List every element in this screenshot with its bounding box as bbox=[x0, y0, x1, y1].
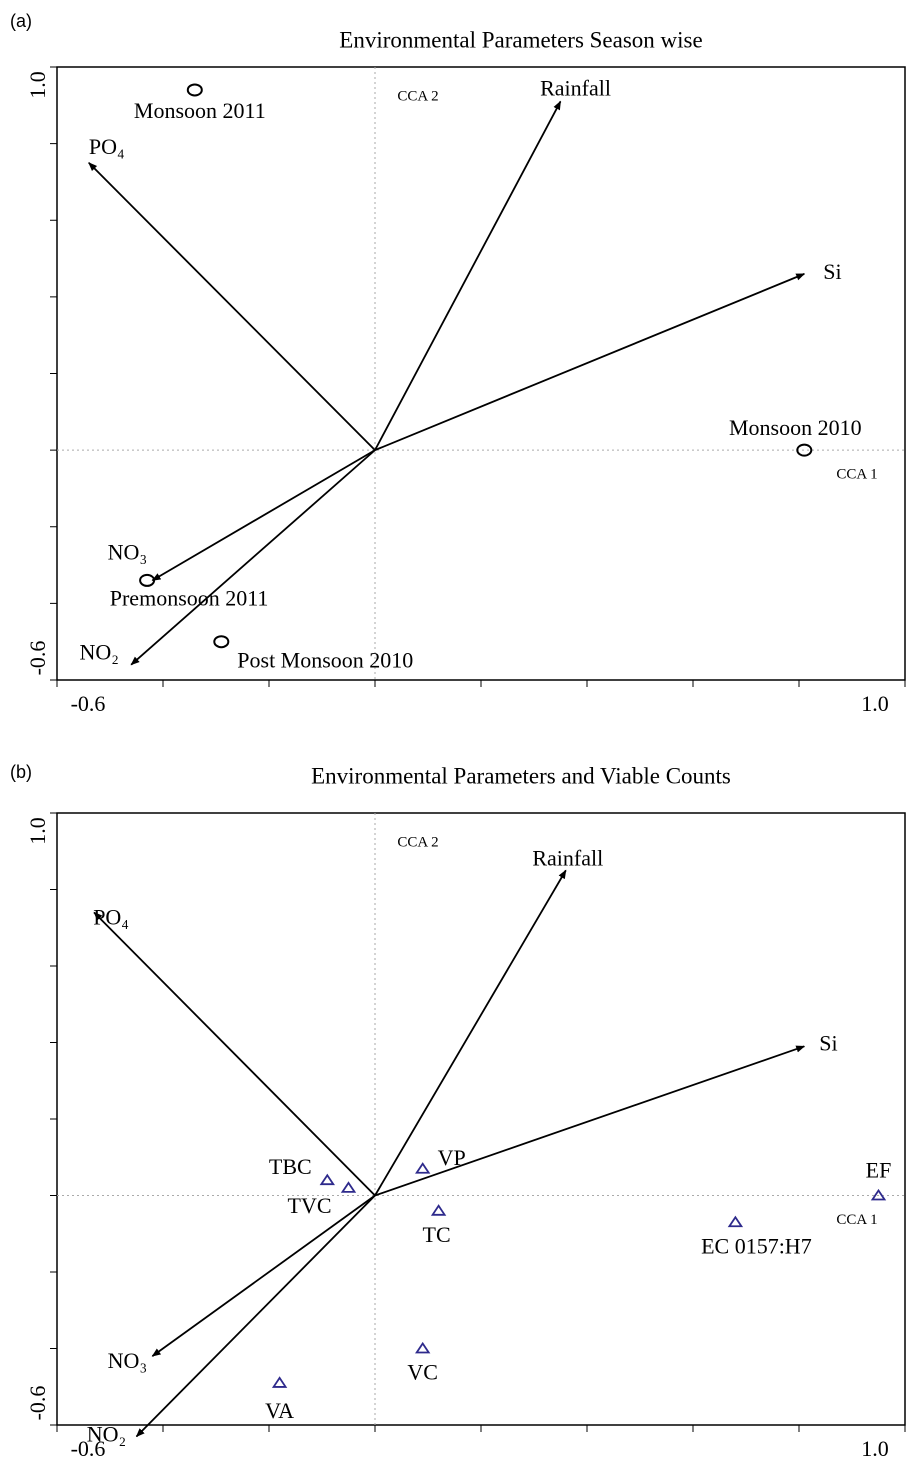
species-point bbox=[319, 1173, 335, 1186]
vector-arrow bbox=[130, 449, 376, 666]
species-point bbox=[415, 1341, 431, 1354]
vector-label: Si bbox=[819, 1030, 837, 1055]
species-point bbox=[430, 1204, 447, 1216]
point-label: Monsoon 2011 bbox=[134, 98, 266, 123]
point-label: Post Monsoon 2010 bbox=[237, 648, 413, 673]
point-label: Premonsoon 2011 bbox=[110, 585, 269, 610]
vector-label: PO₄ bbox=[89, 134, 125, 159]
point-label: VP bbox=[438, 1145, 466, 1170]
vector-label: NO₂ bbox=[79, 640, 118, 665]
y-tick-label: 1.0 bbox=[25, 817, 50, 845]
species-point bbox=[727, 1215, 744, 1228]
point-label: Monsoon 2010 bbox=[729, 415, 862, 440]
vector-arrow bbox=[88, 162, 376, 451]
vector-arrow bbox=[374, 100, 562, 451]
species-point bbox=[415, 1162, 431, 1174]
y-tick-label: 1.0 bbox=[25, 71, 50, 99]
x-axis-label: CCA 1 bbox=[836, 467, 877, 483]
vector-arrow bbox=[374, 273, 806, 451]
x-tick-label: 1.0 bbox=[861, 1436, 889, 1461]
panel-label: (a) bbox=[10, 11, 32, 31]
chart-title: Environmental Parameters Season wise bbox=[339, 27, 702, 52]
x-axis-label: CCA 1 bbox=[836, 1212, 877, 1228]
y-tick-label: -0.6 bbox=[25, 1386, 50, 1421]
point-label: VA bbox=[265, 1398, 294, 1423]
x-tick-label: -0.6 bbox=[71, 1436, 106, 1461]
panel-label: (b) bbox=[10, 762, 32, 782]
vector-label: PO₄ bbox=[93, 904, 129, 929]
point-label: VC bbox=[407, 1360, 438, 1385]
site-point bbox=[213, 635, 230, 649]
point-label: EC 0157:H7 bbox=[701, 1233, 812, 1258]
point-label: TBC bbox=[269, 1154, 312, 1179]
species-point bbox=[340, 1181, 357, 1193]
y-axis-label: CCA 2 bbox=[397, 88, 438, 104]
point-label: TVC bbox=[288, 1193, 332, 1218]
vector-arrow bbox=[151, 1194, 376, 1357]
vector-label: Rainfall bbox=[540, 76, 611, 101]
site-point bbox=[796, 443, 813, 457]
x-tick-label: -0.6 bbox=[71, 691, 106, 716]
species-point bbox=[271, 1376, 288, 1388]
point-label: EF bbox=[866, 1158, 892, 1183]
point-label: TC bbox=[423, 1222, 451, 1247]
chart-title: Environmental Parameters and Viable Coun… bbox=[311, 763, 731, 788]
vector-label: NO₂ bbox=[87, 1422, 126, 1447]
vector-arrow bbox=[93, 911, 376, 1197]
vector-label: NO₃ bbox=[108, 539, 147, 564]
x-tick-label: 1.0 bbox=[861, 691, 889, 716]
vector-arrow bbox=[374, 869, 567, 1196]
y-axis-label: CCA 2 bbox=[397, 834, 438, 850]
species-point bbox=[870, 1188, 887, 1201]
site-point bbox=[186, 83, 203, 97]
y-tick-label: -0.6 bbox=[25, 641, 50, 676]
site-point bbox=[139, 573, 156, 587]
vector-label: Si bbox=[823, 259, 841, 284]
vector-label: NO₃ bbox=[108, 1348, 147, 1373]
vector-arrow bbox=[151, 449, 376, 582]
vector-arrow bbox=[374, 1045, 806, 1197]
vector-arrow bbox=[135, 1194, 376, 1438]
vector-label: Rainfall bbox=[532, 845, 603, 870]
